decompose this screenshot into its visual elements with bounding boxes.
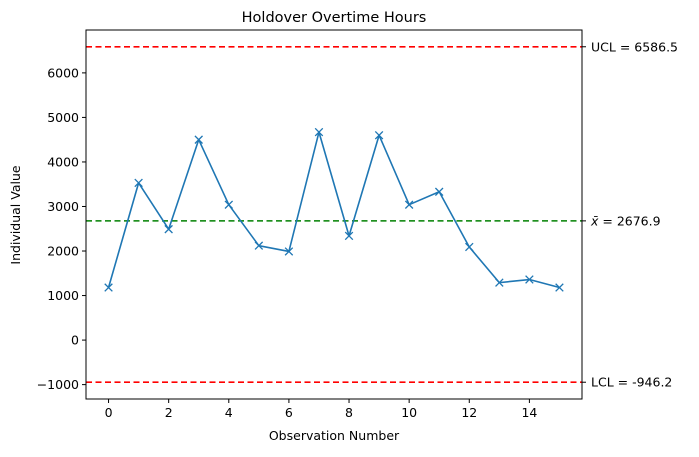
marker-stroke bbox=[254, 241, 264, 250]
data-point-marker bbox=[194, 135, 203, 144]
marker-stroke bbox=[194, 135, 203, 144]
data-point-marker bbox=[254, 241, 264, 250]
marker-stroke bbox=[555, 283, 564, 292]
y-tick-label: 1000 bbox=[47, 288, 79, 303]
marker-stroke bbox=[224, 200, 234, 209]
x-tick-label: 4 bbox=[225, 405, 233, 420]
y-tick-label: 0 bbox=[71, 333, 79, 348]
marker-stroke bbox=[164, 224, 173, 234]
data-point-marker bbox=[465, 242, 474, 252]
marker-stroke bbox=[134, 178, 143, 188]
data-point-marker bbox=[104, 283, 113, 292]
marker-stroke bbox=[314, 127, 324, 137]
marker-stroke bbox=[344, 231, 354, 241]
x-tick-label: 8 bbox=[345, 405, 353, 420]
y-tick-label: 4000 bbox=[47, 154, 79, 169]
x-tick-label: 14 bbox=[521, 405, 537, 420]
data-point-marker bbox=[495, 278, 504, 287]
data-point-marker bbox=[525, 275, 534, 284]
x-tick-label: 0 bbox=[105, 405, 113, 420]
marker-stroke bbox=[404, 200, 414, 209]
data-point-marker bbox=[374, 130, 384, 140]
y-tick-label: 2000 bbox=[47, 244, 79, 259]
marker-stroke bbox=[374, 130, 384, 140]
series-line bbox=[107, 131, 560, 289]
y-axis-label: Individual Value bbox=[8, 165, 23, 264]
x-tick-label: 6 bbox=[285, 405, 293, 420]
y-tick-label: 3000 bbox=[47, 199, 79, 214]
y-tick-label: 5000 bbox=[47, 110, 79, 125]
data-point-marker bbox=[284, 247, 294, 256]
x-tick-label: 2 bbox=[165, 405, 173, 420]
chart-title: Holdover Overtime Hours bbox=[242, 10, 427, 26]
x-axis-label: Observation Number bbox=[269, 428, 400, 443]
data-point-marker bbox=[164, 224, 173, 234]
y-tick-label: −1000 bbox=[37, 377, 79, 392]
marker-stroke bbox=[284, 247, 294, 256]
marker-stroke bbox=[434, 187, 444, 197]
data-point-marker bbox=[404, 200, 414, 209]
control-line-label: LCL = -946.2 bbox=[591, 375, 672, 390]
data-point-marker bbox=[555, 283, 564, 292]
axes-frame bbox=[85, 29, 583, 400]
plot-area: −1000 0 1000 2000 3000 4000 5000 6000 0 2 4 6 8 10 12 1… bbox=[37, 29, 678, 420]
data-point-marker bbox=[224, 200, 234, 209]
y-tick-label: 6000 bbox=[47, 65, 79, 80]
data-point-marker bbox=[434, 187, 444, 197]
x-tick-label: 10 bbox=[401, 405, 417, 420]
data-point-marker bbox=[134, 178, 143, 188]
marker-stroke bbox=[104, 283, 113, 292]
control-line-label: UCL = 6586.5 bbox=[591, 39, 678, 54]
x-tick-label: 12 bbox=[461, 405, 477, 420]
data-point-marker bbox=[344, 231, 354, 241]
marker-stroke bbox=[525, 275, 534, 284]
marker-stroke bbox=[495, 278, 504, 287]
data-point-marker bbox=[314, 127, 324, 137]
marker-stroke bbox=[465, 242, 474, 252]
control-line-label: x̄ = 2676.9 bbox=[590, 213, 661, 228]
